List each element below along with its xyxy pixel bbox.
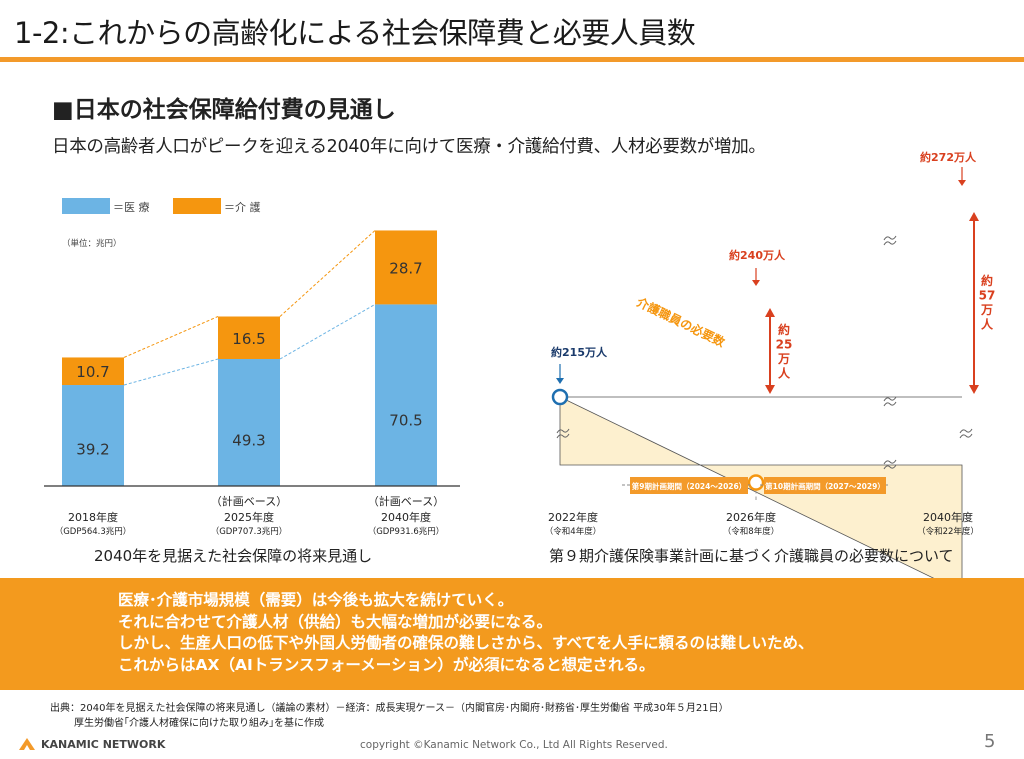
increase-arrow-0-head-bottom — [765, 385, 775, 394]
increase-label-1-1: 57 — [979, 289, 996, 303]
bar-care-2 — [375, 230, 437, 305]
bar-medical-0 — [62, 385, 124, 486]
logo-text: KANAMIC NETWORK — [41, 737, 166, 751]
increase-label-1-0: 約 — [981, 273, 993, 288]
bar-label-care-0: 10.7 — [76, 363, 109, 381]
increase-label-1-3: 人 — [981, 317, 994, 332]
axis-break-2 — [883, 459, 897, 470]
legend-swatch-medical — [62, 198, 110, 214]
category-gdp-0: （GDP564.3兆円） — [55, 526, 132, 537]
increase-label-1-2: 万 — [980, 303, 993, 317]
source-line-1: 出典：2040年を見据えた社会保障の将来見通し（議論の素材）－経済：成長実現ケー… — [50, 703, 729, 714]
x-year-0: 2022年度 — [548, 510, 598, 524]
x-era-2: （令和22年度） — [917, 526, 979, 537]
increase-label-0-1: 25 — [776, 338, 793, 352]
category-year-1: 2025年度 — [224, 510, 274, 524]
point-pointer-head-1 — [752, 280, 760, 286]
axis-break-3 — [556, 428, 570, 439]
period-box-0 — [630, 477, 748, 494]
category-year-0: 2018年度 — [68, 510, 118, 524]
unit-label: （単位：兆円） — [62, 238, 122, 249]
title-underline — [0, 57, 1024, 62]
section-heading: ■日本の社会保障給付費の見通し — [52, 97, 396, 123]
category-top-label-2: （計画ベース） — [368, 494, 444, 508]
data-point-0 — [551, 388, 569, 406]
period-label-1: 第10期計画期間（2027～2029） — [765, 481, 885, 491]
source-line-2: 厚生労働省｢介護人材確保に向けた取り組み｣を基に作成 — [74, 718, 324, 729]
banner-line-3: しかし、生産人口の低下や外国人労働者の確保の難しさから、すべてを人手に頼るのは難… — [118, 634, 814, 652]
bar-care-0 — [62, 357, 124, 386]
period-label-0: 第9期計画期間（2024～2026） — [632, 481, 746, 491]
bar-chart-caption: 2040年を見据えた社会保障の将来見通し — [94, 547, 373, 565]
increase-label-0-2: 万 — [777, 352, 790, 366]
legend-label-care: ＝介 護 — [224, 200, 261, 214]
bar-label-care-1: 16.5 — [232, 330, 265, 348]
section-subtitle: 日本の高齢者人口がピークを迎える2040年に向けて医療・介護給付費、人材必要数が… — [52, 137, 766, 157]
kanamic-logo-icon — [19, 738, 35, 750]
category-gdp-1: （GDP707.3兆円） — [211, 526, 288, 537]
source-note: 出典：2040年を見据えた社会保障の将来見通し（議論の素材）－経済：成長実現ケー… — [50, 701, 729, 731]
trend-line-care-0 — [123, 316, 219, 358]
page-number: 5 — [984, 731, 996, 752]
legend-label-medical: ＝医 療 — [113, 200, 150, 214]
bar-medical-1 — [218, 359, 280, 486]
summary-banner-text: 医療･介護市場規模（需要）は今後も拡大を続けていく。 それに合わせて介護人材（供… — [118, 590, 814, 676]
increase-label-0-3: 人 — [778, 366, 791, 381]
summary-banner — [0, 578, 1024, 690]
x-era-1: （令和8年度） — [723, 526, 779, 537]
bar-care-1 — [218, 316, 280, 360]
period-box-1 — [764, 477, 886, 494]
bar-label-medical-1: 49.3 — [232, 431, 265, 449]
legend-swatch-care — [173, 198, 221, 214]
point-label-0: 約215万人 — [551, 345, 608, 359]
trend-line-medical-1 — [279, 303, 376, 360]
banner-line-4: これからはAX（AIトランスフォーメーション）が必須になると想定される。 — [118, 655, 655, 674]
page-title: 1-2:これからの高齢化による社会保障費と必要人員数 — [14, 16, 696, 50]
copyright-text: copyright ©Kanamic Network Co., Ltd All … — [360, 739, 668, 751]
bar-label-medical-0: 39.2 — [76, 441, 109, 459]
trend-label: 介護職員の必要数 — [634, 294, 729, 350]
company-logo: KANAMIC NETWORK — [18, 737, 165, 751]
point-pointer-head-0 — [556, 378, 564, 384]
data-point-1 — [747, 474, 765, 491]
bar-label-medical-2: 70.5 — [389, 412, 422, 430]
charts-canvas: ＝医 療 ＝介 護 （単位：兆円） 39.2 10.7 49.3 16.5 70.5 28.7 2… — [44, 150, 996, 601]
x-era-0: （令和4年度） — [545, 526, 601, 537]
point-label-1: 約240万人 — [729, 248, 786, 262]
point-pointer-head-2 — [958, 180, 966, 186]
bar-label-care-2: 28.7 — [389, 259, 422, 277]
bar-medical-2 — [375, 304, 437, 486]
area-fill — [559, 396, 963, 593]
banner-line-2: それに合わせて介護人材（供給）も大幅な増加が必要になる。 — [118, 612, 553, 631]
area-chart-caption: 第９期介護保険事業計画に基づく介護職員の必要数について — [549, 547, 954, 565]
trend-line-care-1 — [279, 230, 376, 317]
increase-arrow-0-head-top — [765, 308, 775, 317]
axis-break-1 — [883, 396, 897, 407]
category-gdp-2: （GDP931.6兆円） — [368, 526, 445, 537]
category-top-label-1: （計画ベース） — [211, 494, 287, 508]
category-year-2: 2040年度 — [381, 510, 431, 524]
x-year-1: 2026年度 — [726, 510, 776, 524]
axis-break-0 — [883, 235, 897, 246]
increase-arrow-1-head-top — [969, 212, 979, 221]
banner-line-1: 医療･介護市場規模（需要）は今後も拡大を続けていく。 — [118, 591, 514, 609]
increase-arrow-1-head-bottom — [969, 385, 979, 394]
increase-label-0-0: 約 — [778, 322, 790, 337]
axis-break-4 — [959, 428, 973, 439]
x-year-2: 2040年度 — [923, 510, 973, 524]
trend-line-medical-0 — [123, 358, 219, 386]
point-label-2: 約272万人 — [920, 150, 977, 164]
